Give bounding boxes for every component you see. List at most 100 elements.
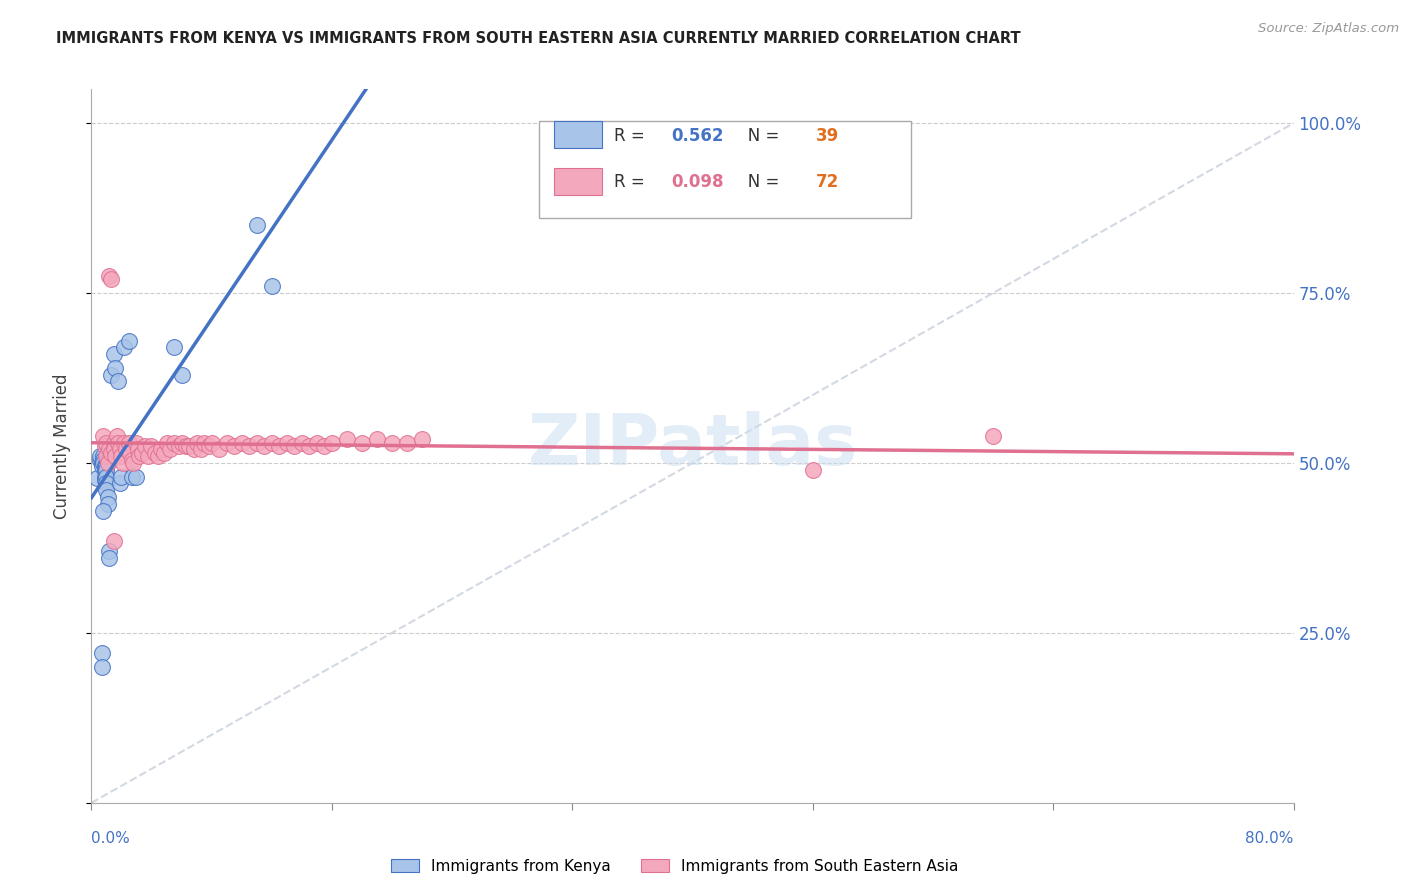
Point [291, 435, 314, 450]
Point [104, 449, 127, 463]
Point [103, 442, 125, 457]
Point [96, 469, 118, 483]
Point [120, 446, 142, 460]
Point [163, 435, 186, 450]
Point [269, 439, 291, 453]
Point [350, 435, 373, 450]
Text: N =: N = [733, 127, 785, 145]
Point [298, 439, 321, 453]
Point [94, 439, 117, 453]
Point [103, 435, 125, 450]
Point [127, 442, 149, 457]
Point [90, 660, 112, 674]
Point [138, 449, 160, 463]
Point [366, 432, 388, 446]
Point [395, 435, 418, 450]
Point [174, 439, 197, 453]
FancyBboxPatch shape [554, 121, 602, 148]
Point [107, 435, 129, 450]
FancyBboxPatch shape [554, 168, 602, 194]
Point [96, 435, 118, 450]
Point [305, 435, 328, 450]
Text: 0.098: 0.098 [671, 173, 723, 191]
Point [183, 442, 205, 457]
Point [238, 439, 260, 453]
Point [134, 439, 156, 453]
Point [97, 456, 120, 470]
Point [201, 435, 224, 450]
Point [94, 463, 117, 477]
Point [114, 341, 136, 355]
Point [107, 375, 129, 389]
Text: Source: ZipAtlas.com: Source: ZipAtlas.com [1258, 22, 1399, 36]
Point [193, 435, 215, 450]
Point [104, 360, 127, 375]
Point [89, 452, 111, 467]
Point [801, 463, 824, 477]
Point [186, 435, 208, 450]
Point [96, 449, 118, 463]
Text: N =: N = [733, 173, 785, 191]
Point [97, 490, 120, 504]
Point [98, 269, 121, 284]
Point [125, 469, 148, 483]
Text: R =: R = [614, 173, 651, 191]
Point [276, 435, 298, 450]
Point [93, 503, 115, 517]
Point [155, 435, 177, 450]
Point [118, 334, 141, 348]
Point [105, 429, 128, 443]
Point [260, 435, 283, 450]
Point [314, 439, 336, 453]
Point [190, 442, 212, 457]
Point [110, 469, 132, 483]
Point [100, 446, 122, 460]
Point [170, 435, 193, 450]
Point [283, 439, 305, 453]
Point [108, 442, 131, 457]
Legend: Immigrants from Kenya, Immigrants from South Eastern Asia: Immigrants from Kenya, Immigrants from S… [385, 853, 965, 880]
Point [111, 456, 134, 470]
Point [141, 439, 163, 453]
Point [97, 497, 120, 511]
Point [89, 449, 111, 463]
Point [125, 435, 148, 450]
Text: 0.0%: 0.0% [91, 831, 131, 847]
Point [93, 456, 115, 470]
Text: IMMIGRANTS FROM KENYA VS IMMIGRANTS FROM SOUTH EASTERN ASIA CURRENTLY MARRIED CO: IMMIGRANTS FROM KENYA VS IMMIGRANTS FROM… [56, 31, 1021, 46]
Point [93, 429, 115, 443]
Point [411, 432, 433, 446]
Point [321, 435, 343, 450]
Point [96, 456, 118, 470]
Point [86, 471, 108, 485]
Text: ZIPatlas: ZIPatlas [527, 411, 858, 481]
Point [146, 449, 169, 463]
Point [100, 368, 122, 382]
Point [98, 544, 121, 558]
FancyBboxPatch shape [538, 121, 911, 218]
Point [215, 435, 238, 450]
Point [159, 442, 181, 457]
Point [96, 459, 118, 474]
Point [121, 469, 143, 483]
Point [94, 469, 117, 483]
Point [103, 534, 125, 549]
Point [98, 442, 121, 457]
Point [260, 279, 283, 293]
Point [167, 439, 190, 453]
Point [100, 272, 122, 286]
Point [115, 442, 138, 457]
Text: 39: 39 [817, 127, 839, 145]
Text: R =: R = [614, 127, 651, 145]
Point [253, 439, 276, 453]
Point [103, 347, 125, 361]
Point [381, 435, 404, 450]
Point [163, 341, 186, 355]
Point [131, 446, 153, 460]
Point [98, 551, 121, 566]
Text: 0.562: 0.562 [671, 127, 723, 145]
Point [108, 476, 131, 491]
Point [981, 429, 1004, 443]
Point [93, 449, 115, 463]
Point [96, 476, 118, 491]
